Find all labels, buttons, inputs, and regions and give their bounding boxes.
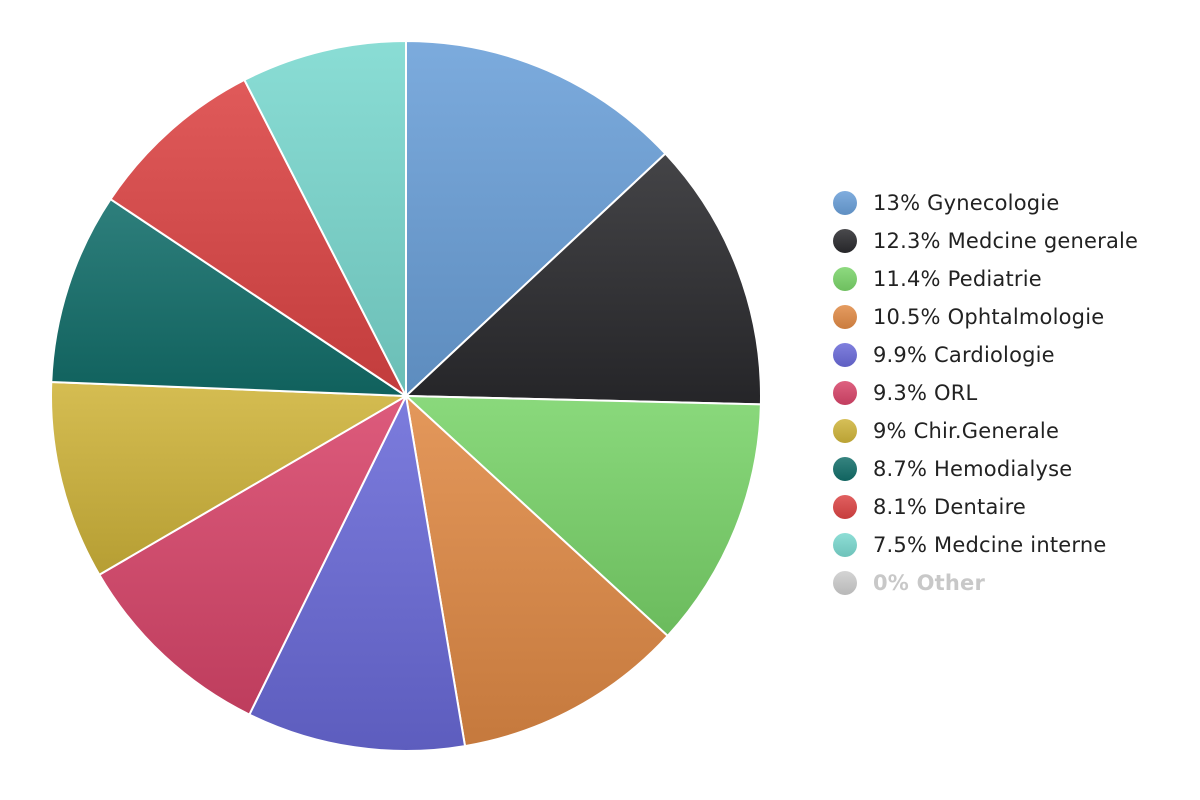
legend-label-orl: 9.3% ORL [873,381,978,405]
legend-item-pediatrie[interactable]: 11.4% Pediatrie [833,260,1138,298]
legend-item-chir-generale[interactable]: 9% Chir.Generale [833,412,1138,450]
legend-label-hemodialyse: 8.7% Hemodialyse [873,457,1073,481]
legend-label-dentaire: 8.1% Dentaire [873,495,1027,519]
pie-slice-pediatrie[interactable] [405,395,762,637]
legend-swatch-other [833,571,857,595]
legend-label-other: 0% Other [873,571,986,595]
pie-slice-dentaire[interactable] [109,78,407,397]
legend-swatch-gynecologie [833,191,857,215]
pie-slice-medcine-generale[interactable] [405,152,762,406]
legend-item-dentaire[interactable]: 8.1% Dentaire [833,488,1138,526]
pie-slice-cardiologie[interactable] [248,395,467,752]
legend-label-gynecologie: 13% Gynecologie [873,191,1060,215]
pie-slice-orl[interactable] [98,395,407,716]
legend-swatch-medcine-interne [833,533,857,557]
pie-slice-hemodialyse[interactable] [50,198,407,397]
legend-swatch-hemodialyse [833,457,857,481]
legend-item-other[interactable]: 0% Other [833,564,1138,602]
legend-swatch-ophtalmologie [833,305,857,329]
legend-label-chir-generale: 9% Chir.Generale [873,419,1060,443]
legend-label-cardiologie: 9.9% Cardiologie [873,343,1055,367]
pie-slice-gynecologie[interactable] [405,40,667,397]
pie-slice-chir-generale[interactable] [50,381,407,576]
legend-label-medcine-interne: 7.5% Medcine interne [873,533,1107,557]
chart-legend: 13% Gynecologie 12.3% Medcine generale 11.… [833,184,1138,602]
legend-item-ophtalmologie[interactable]: 10.5% Ophtalmologie [833,298,1138,336]
legend-swatch-orl [833,381,857,405]
legend-item-medcine-generale[interactable]: 12.3% Medcine generale [833,222,1138,260]
legend-swatch-dentaire [833,495,857,519]
legend-swatch-cardiologie [833,343,857,367]
legend-item-medcine-interne[interactable]: 7.5% Medcine interne [833,526,1138,564]
legend-label-medcine-generale: 12.3% Medcine generale [873,229,1139,253]
legend-item-gynecologie[interactable]: 13% Gynecologie [833,184,1138,222]
legend-label-pediatrie: 11.4% Pediatrie [873,267,1042,291]
pie-slice-medcine-interne[interactable] [243,40,407,397]
legend-item-orl[interactable]: 9.3% ORL [833,374,1138,412]
legend-swatch-medcine-generale [833,229,857,253]
pie-slice-ophtalmologie[interactable] [405,395,669,748]
legend-swatch-chir-generale [833,419,857,443]
legend-label-ophtalmologie: 10.5% Ophtalmologie [873,305,1105,329]
legend-item-hemodialyse[interactable]: 8.7% Hemodialyse [833,450,1138,488]
legend-item-cardiologie[interactable]: 9.9% Cardiologie [833,336,1138,374]
legend-swatch-pediatrie [833,267,857,291]
